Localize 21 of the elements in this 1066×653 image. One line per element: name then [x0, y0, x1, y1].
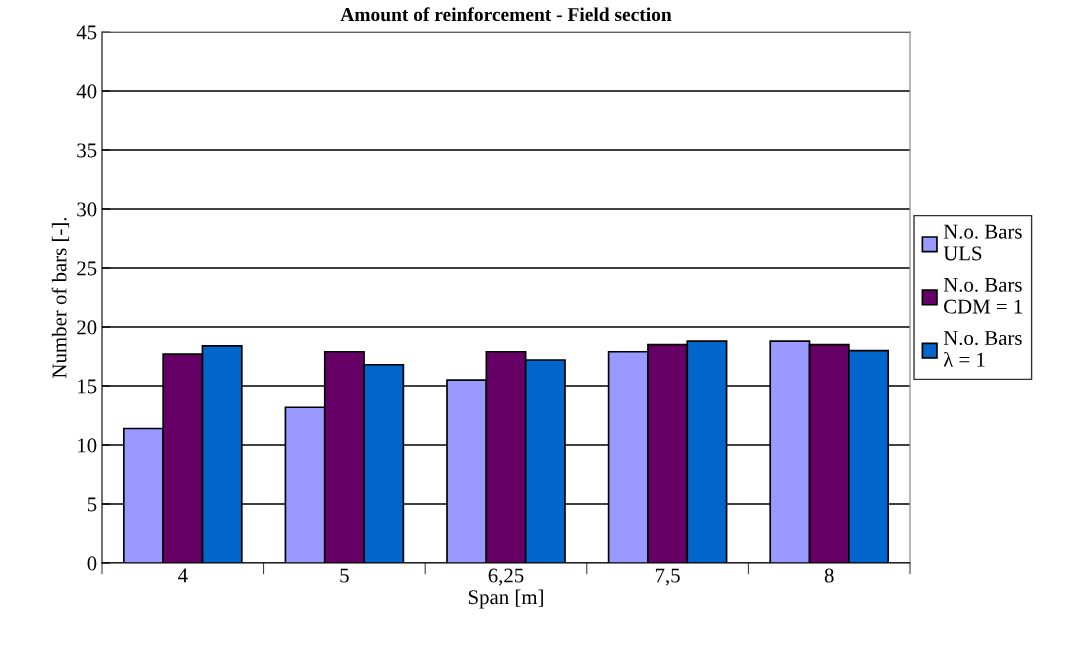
y-tick-label: 5 [87, 497, 97, 512]
x-tick-label: 8 [824, 568, 834, 583]
x-axis-title: Span [m] [468, 589, 543, 609]
y-tick-label: 30 [77, 202, 97, 217]
legend-label: N.o. Bars ULS [943, 224, 1022, 261]
x-tick-label: 6,25 [488, 568, 524, 586]
chart-title: Amount of reinforcement - Field section [340, 7, 672, 22]
legend-label: N.o. Bars λ = 1 [943, 331, 1022, 367]
y-tick-label: 35 [77, 143, 97, 158]
x-tick-label: 7,5 [655, 568, 680, 586]
y-tick-label: 0 [87, 556, 97, 571]
y-tick-label: 40 [76, 84, 97, 99]
x-tick-label: 5 [340, 568, 349, 583]
legend-label: N.o. Bars CDM = 1 [943, 277, 1022, 314]
y-tick-label: 15 [78, 379, 97, 394]
y-axis-title: Number of bars [-]. [51, 217, 70, 378]
y-tick-label: 25 [77, 261, 97, 276]
y-tick-label: 20 [77, 320, 97, 335]
x-tick-label: 4 [178, 568, 188, 583]
y-tick-label: 10 [78, 438, 97, 453]
y-tick-label: 45 [76, 25, 97, 40]
